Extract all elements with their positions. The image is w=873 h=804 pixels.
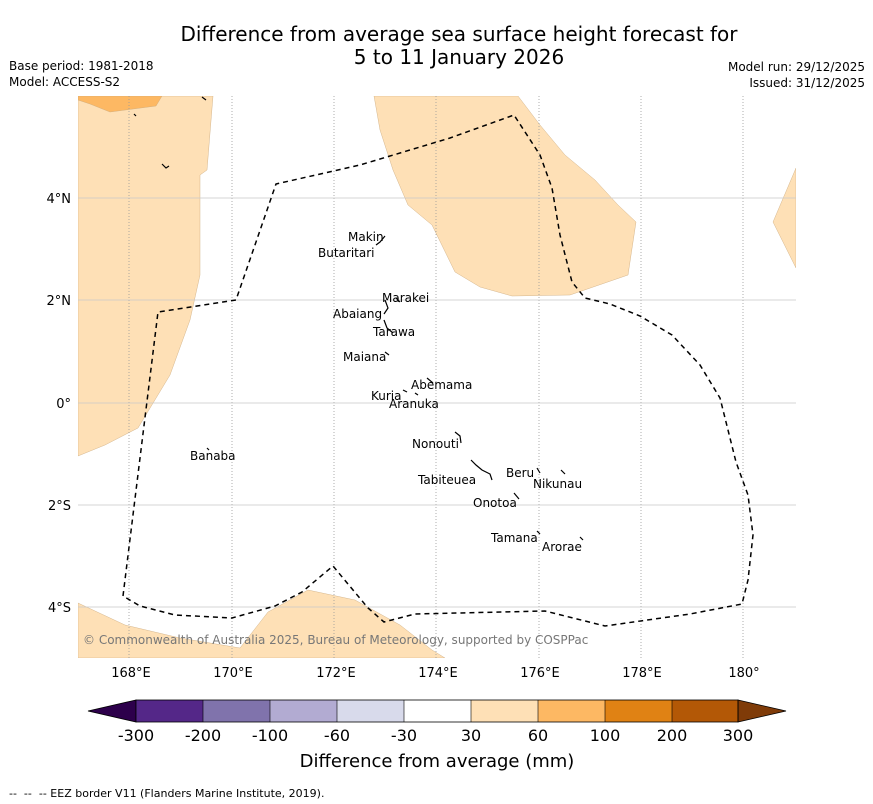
anomaly-region-30-60-west [78, 96, 214, 457]
colorbar-tick-label: -60 [324, 726, 350, 745]
place-label: Onotoa [473, 496, 517, 510]
colorbar-tick-label: -30 [391, 726, 417, 745]
place-label: Maiana [343, 350, 386, 364]
island-outline [402, 389, 408, 393]
latitude-axis-labels: 4°N 2°N 0° 2°S 4°S [47, 192, 72, 616]
island-outline [384, 351, 390, 356]
place-label: Abaiang [333, 307, 382, 321]
place-label: Banaba [190, 449, 236, 463]
colorbar-tick-label: 100 [590, 726, 621, 745]
islands [133, 96, 584, 541]
longitude-label: 178°E [622, 666, 662, 681]
place-label: Nonouti [412, 437, 459, 451]
eez-border-note: -- -- -- EEZ border V11 (Flanders Marine… [9, 787, 324, 800]
copyright-notice: © Commonwealth of Australia 2025, Bureau… [83, 633, 588, 647]
place-labels: Makin Butaritari Marakei Abaiang Tarawa … [190, 230, 582, 554]
place-label: Tabiteuea [417, 473, 476, 487]
title-line-2: 5 to 11 January 2026 [353, 45, 565, 69]
island-outline [454, 431, 462, 444]
colorbar-title: Difference from average (mm) [300, 751, 575, 772]
island-outline [206, 447, 210, 451]
longitude-label: 174°E [418, 666, 458, 681]
colorbar-segment [337, 700, 404, 722]
colorbar-tick-label: -100 [252, 726, 288, 745]
longitude-label: 180° [728, 666, 759, 681]
island-outline [383, 299, 389, 315]
colorbar-segment [270, 700, 337, 722]
latitude-label: 4°N [47, 192, 72, 207]
colorbar-segment [538, 700, 605, 722]
place-label: Makin [348, 230, 384, 244]
colorbar-segment [203, 700, 270, 722]
island-outline [375, 235, 386, 246]
island-outline [133, 113, 137, 117]
colorbar-over-arrow [737, 699, 787, 723]
colorbar-segment [605, 700, 672, 722]
longitude-label: 172°E [316, 666, 356, 681]
colorbar-frame [135, 699, 739, 723]
colorbar-tick-label: 200 [657, 726, 688, 745]
island-outline [470, 459, 493, 481]
colorbar-tick-label: -200 [185, 726, 221, 745]
model-run-date: Model run: 29/12/2025 [727, 60, 865, 74]
colorbar-segment [471, 700, 538, 722]
island-outline [395, 297, 401, 303]
island-outline [513, 492, 520, 500]
colorbar-segment [672, 700, 738, 722]
island-outline [414, 392, 419, 396]
place-label: Beru [506, 466, 534, 480]
place-label: Tarawa [372, 325, 415, 339]
place-label: Aranuka [389, 397, 439, 411]
colorbar-segment [404, 700, 471, 722]
colorbar-under-arrow [87, 699, 137, 723]
anomaly-region-30-60-south [78, 589, 446, 658]
place-label: Nikunau [533, 477, 582, 491]
place-label: Marakei [382, 291, 429, 305]
island-outline [201, 96, 207, 101]
colorbar-tick-label: 300 [723, 726, 754, 745]
anomaly-shading [78, 96, 796, 658]
colorbar: -300 -200 -100 -60 -30 30 60 100 200 300… [87, 699, 787, 772]
model-name: Model: ACCESS-S2 [9, 75, 121, 89]
colorbar-tick-label: -300 [118, 726, 154, 745]
longitude-axis-labels: 168°E 170°E 172°E 174°E 176°E 178°E 180° [111, 666, 759, 681]
anomaly-region-30-60-north [373, 96, 637, 297]
place-label: Abemama [411, 378, 472, 392]
issued-date: Issued: 31/12/2025 [749, 76, 865, 90]
place-label: Arorae [542, 540, 582, 554]
colorbar-tick-label: 60 [528, 726, 548, 745]
anomaly-region-30-60-east [772, 167, 796, 269]
island-outline [426, 377, 434, 384]
eez-border [122, 114, 754, 627]
island-outline [579, 536, 584, 541]
longitude-label: 176°E [520, 666, 560, 681]
colorbar-segment [136, 700, 203, 722]
island-outline [536, 467, 541, 474]
place-label: Butaritari [318, 246, 375, 260]
gridlines [78, 96, 796, 658]
island-outline [383, 319, 394, 334]
longitude-label: 168°E [111, 666, 151, 681]
island-outline [536, 530, 541, 535]
colorbar-tick-label: 30 [461, 726, 481, 745]
latitude-label: 2°S [48, 499, 71, 514]
latitude-label: 2°N [47, 294, 72, 309]
anomaly-region-60-100 [78, 96, 163, 113]
title-line-1: Difference from average sea surface heig… [180, 22, 738, 46]
latitude-label: 4°S [48, 601, 71, 616]
latitude-label: 0° [56, 397, 71, 412]
island-outline [161, 163, 170, 169]
island-outline [560, 469, 566, 475]
base-period: Base period: 1981-2018 [9, 59, 154, 73]
place-label: Tamana [490, 531, 538, 545]
longitude-label: 170°E [213, 666, 253, 681]
place-label: Kuria [371, 389, 402, 403]
